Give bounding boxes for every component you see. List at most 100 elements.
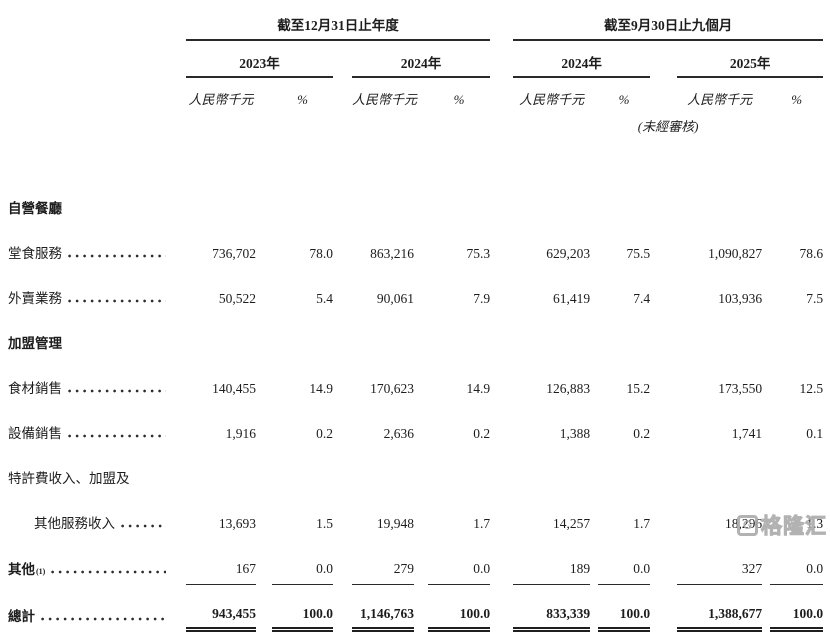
gelonghui-logo-icon: G: [737, 514, 758, 536]
value-cell: 1,388: [559, 426, 591, 442]
value-cell: 173,550: [718, 381, 763, 397]
table-row: 堂食服務 736,702 78.0 863,216 75.3 629,203 7…: [8, 225, 823, 270]
value-cell: 0.0: [770, 540, 824, 585]
row-label: 食材銷售: [8, 381, 62, 397]
value-cell: 0.0: [428, 540, 491, 585]
value-cell: 0.2: [633, 426, 651, 442]
dot-leader: [121, 524, 166, 529]
dot-leader: [68, 254, 166, 259]
dot-leader: [68, 389, 166, 394]
table-row-section: 加盟管理: [8, 315, 823, 360]
year-2025-header: 2025年: [677, 40, 824, 78]
total-value-cell: 1,146,763: [352, 584, 414, 632]
row-label: 自營餐廳: [8, 201, 62, 217]
row-label: 特許費收入、加盟及: [8, 471, 130, 487]
year-2024-header: 2024年: [352, 40, 491, 78]
value-cell: 0.2: [316, 426, 333, 442]
value-cell: 14.9: [466, 381, 491, 397]
row-label: 其他: [8, 561, 35, 577]
table-row-total: 總計 943,455 100.0 1,146,763 100.0 833,339…: [8, 584, 824, 632]
value-cell: 1,741: [731, 426, 763, 442]
gelonghui-watermark: G 格隆汇: [737, 510, 827, 540]
value-cell: 18,296: [724, 516, 763, 532]
value-cell: 15.2: [626, 381, 651, 397]
value-cell: 0.1: [806, 426, 824, 442]
value-cell: 1.7: [633, 516, 651, 532]
dot-leader: [51, 569, 166, 574]
value-cell: 78.0: [309, 246, 333, 262]
period-nine-months-header: 截至9月30日止九個月: [513, 6, 824, 41]
unaudited-note: (未經審核): [637, 118, 699, 134]
percent-header: %: [618, 91, 630, 107]
table-row-wrap-line: 特許費收入、加盟及: [8, 450, 823, 495]
dot-leader: [41, 616, 166, 621]
value-cell: 1.7: [473, 516, 491, 532]
value-cell: 189: [513, 540, 591, 585]
total-value-cell: 100.0: [428, 584, 491, 632]
value-cell: 50,522: [218, 291, 256, 307]
value-cell: 126,883: [546, 381, 591, 397]
amount-unit-header: 人民幣千元: [687, 91, 753, 107]
value-cell: 170,623: [370, 381, 414, 397]
value-cell: 61,419: [552, 291, 591, 307]
value-cell: 75.3: [466, 246, 491, 262]
value-cell: 2,636: [383, 426, 414, 442]
amount-unit-header: 人民幣千元: [519, 91, 585, 107]
value-cell: 7.9: [473, 291, 491, 307]
percent-header: %: [791, 91, 803, 107]
value-cell: 13,693: [218, 516, 256, 532]
year-2023-header: 2023年: [186, 40, 333, 78]
value-cell: 0.0: [598, 540, 651, 585]
row-label: 堂食服務: [8, 246, 62, 262]
value-cell: 7.4: [633, 291, 651, 307]
unit-header-row: 人民幣千元 % 人民幣千元 % 人民幣千元 % 人民幣千元 %: [8, 77, 823, 109]
row-label: 外賣業務: [8, 291, 62, 307]
value-cell: 14.9: [309, 381, 333, 397]
value-cell: 103,936: [718, 291, 763, 307]
total-value-cell: 100.0: [770, 584, 824, 632]
value-cell: 19,948: [376, 516, 414, 532]
value-cell: 0.0: [272, 540, 333, 585]
row-label: 設備銷售: [8, 426, 62, 442]
watermark-brand-text: 格隆汇: [761, 515, 827, 539]
table-row: 食材銷售 140,455 14.9 170,623 14.9 126,883 1…: [8, 360, 823, 405]
value-cell: 1.3: [806, 516, 824, 532]
value-cell: 629,203: [546, 246, 591, 262]
period-header-row: 截至12月31日止年度 截至9月30日止九個月: [8, 6, 824, 41]
value-cell: 1,090,827: [708, 246, 763, 262]
row-label: 加盟管理: [8, 336, 62, 352]
table-row: 設備銷售 1,916 0.2 2,636 0.2 1,388 0.2 1,741…: [8, 405, 823, 450]
value-cell: 327: [677, 540, 763, 585]
value-cell: 7.5: [806, 291, 824, 307]
year-2024-nine-months-header: 2024年: [513, 40, 651, 78]
value-cell: 736,702: [212, 246, 256, 262]
value-cell: 1,916: [225, 426, 256, 442]
value-cell: 75.5: [626, 246, 651, 262]
row-label: 總計: [8, 608, 35, 624]
dot-leader: [68, 434, 166, 439]
value-cell: 78.6: [799, 246, 824, 262]
period-annual-header: 截至12月31日止年度: [186, 6, 491, 41]
value-cell: 167: [186, 540, 256, 585]
value-cell: 1.5: [316, 516, 333, 532]
value-cell: 140,455: [212, 381, 256, 397]
value-cell: 12.5: [799, 381, 824, 397]
unaudited-note-row: (未經審核): [8, 109, 823, 134]
table-row: 外賣業務 50,522 5.4 90,061 7.9 61,419 7.4 10…: [8, 270, 823, 315]
total-value-cell: 100.0: [598, 584, 651, 632]
percent-header: %: [297, 91, 308, 107]
total-value-cell: 833,339: [513, 584, 591, 632]
dot-leader: [68, 299, 166, 304]
total-value-cell: 1,388,677: [677, 584, 763, 632]
value-cell: 279: [352, 540, 414, 585]
table-row: 其他服務收入 13,693 1.5 19,948 1.7 14,257 1.7 …: [8, 495, 823, 540]
amount-unit-header: 人民幣千元: [352, 91, 418, 107]
value-cell: 5.4: [316, 291, 333, 307]
value-cell: 14,257: [552, 516, 591, 532]
year-header-row: 2023年 2024年 2024年 2025年: [8, 40, 824, 78]
percent-header: %: [453, 91, 465, 107]
table-row-others: 其他 (1) 167 0.0 279 0.0 189 0.0 327 0.0: [8, 540, 824, 585]
row-label: 其他服務收入: [34, 516, 115, 532]
amount-unit-header: 人民幣千元: [188, 91, 254, 107]
total-value-cell: 100.0: [272, 584, 333, 632]
